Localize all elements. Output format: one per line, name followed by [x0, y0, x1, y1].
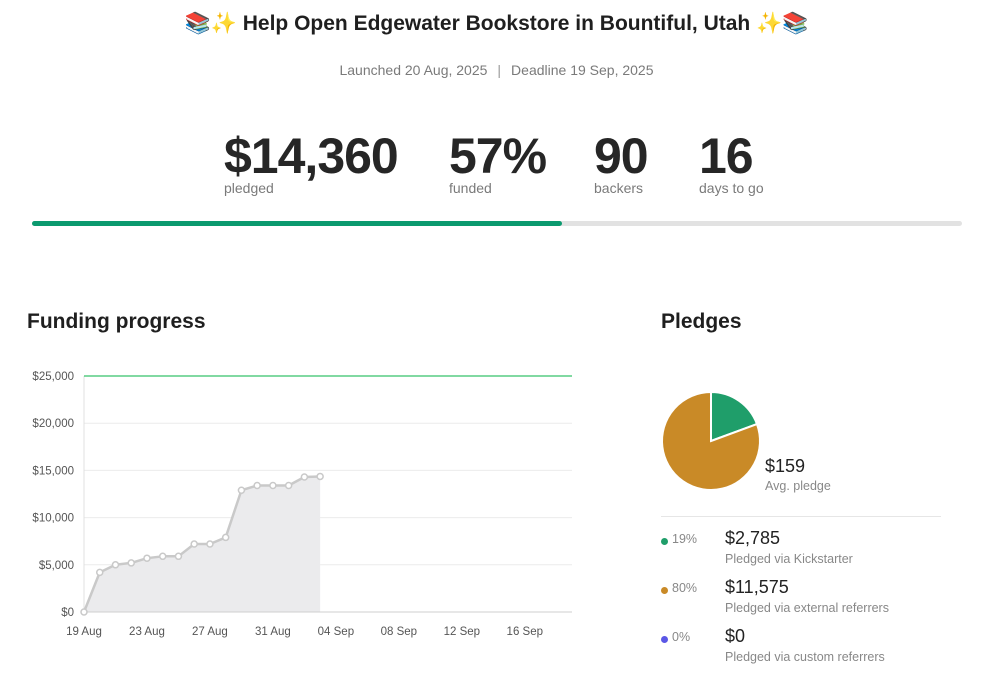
pledge-description: Pledged via custom referrers	[725, 650, 885, 664]
pledge-description: Pledged via Kickstarter	[725, 552, 853, 566]
data-point	[316, 472, 324, 481]
pledges-pie-chart	[661, 390, 761, 491]
x-tick-label: 19 Aug	[66, 626, 102, 638]
stat-backers: 90 backers	[594, 128, 649, 196]
stat-funded-label: funded	[449, 180, 492, 196]
avg-pledge: $159 Avg. pledge	[765, 456, 831, 493]
avg-pledge-value: $159	[765, 456, 806, 476]
funding-progress-bar	[32, 221, 962, 226]
pie-slice	[661, 390, 761, 491]
data-point	[80, 608, 88, 616]
data-point	[284, 481, 293, 490]
deadline-date: Deadline 19 Sep, 2025	[511, 62, 654, 78]
x-tick-label: 12 Sep	[444, 626, 480, 638]
y-tick-label: $15,000	[32, 465, 74, 477]
funding-progress-chart: $0 $5,000 $10,000 $15,000 $20,000 $25,000 19 A…	[32, 371, 572, 638]
avg-pledge-label: Avg. pledge	[765, 479, 831, 493]
data-point	[127, 559, 135, 567]
stat-days-label: days to go	[699, 180, 764, 196]
pledge-percent: 0%	[672, 630, 691, 644]
pledge-row-kickstarter: 19% $2,785 Pledged via Kickstarter	[661, 528, 961, 572]
x-tick-label: 23 Aug	[129, 626, 165, 638]
external-color-dot	[661, 587, 668, 594]
pledge-description: Pledged via external referrers	[725, 601, 889, 615]
data-point	[206, 540, 214, 548]
y-tick-label: $0	[61, 607, 74, 619]
y-tick-label: $5,000	[39, 560, 74, 572]
stat-pledged: $14,360 pledged	[224, 128, 399, 196]
x-tick-label: 04 Sep	[318, 626, 354, 638]
stat-days-value: 16	[699, 128, 754, 184]
pledge-amount: $11,575	[725, 577, 789, 597]
date-separator: |	[497, 62, 502, 78]
data-point	[221, 533, 230, 542]
stat-backers-value: 90	[594, 128, 649, 184]
stat-pledged-label: pledged	[224, 180, 274, 196]
pie-slice	[710, 390, 759, 443]
pledge-amount: $0	[725, 626, 746, 646]
stat-backers-label: backers	[594, 180, 644, 196]
stat-funded-value: 57%	[449, 128, 547, 184]
pledge-amount: $2,785	[725, 528, 781, 548]
y-tick-label: $20,000	[32, 418, 74, 430]
data-point	[190, 540, 198, 548]
data-point	[269, 481, 277, 490]
stat-funded: 57% funded	[449, 128, 547, 196]
stat-pledged-value: $14,360	[224, 128, 399, 184]
data-point	[174, 552, 183, 561]
data-point	[95, 568, 104, 577]
custom-color-dot	[661, 636, 668, 643]
funding-progress-fill	[32, 221, 563, 226]
page-title: 📚✨ Help Open Edgewater Bookstore in Boun…	[184, 12, 809, 35]
data-point	[111, 561, 120, 569]
stat-days-left: 16 days to go	[699, 128, 764, 196]
pledge-percent: 80%	[672, 581, 698, 595]
y-tick-label: $10,000	[32, 513, 74, 525]
launched-date: Launched 20 Aug, 2025	[339, 62, 488, 78]
x-tick-label: 27 Aug	[192, 626, 228, 638]
pledge-row-custom: 0% $0 Pledged via custom referrers	[661, 626, 961, 670]
data-point	[143, 554, 151, 562]
data-point	[158, 552, 167, 561]
x-tick-label: 31 Aug	[255, 626, 291, 638]
funding-progress-title: Funding progress	[27, 310, 206, 333]
pledge-row-external: 80% $11,575 Pledged via external referre…	[661, 577, 961, 621]
data-point	[300, 473, 309, 481]
pledges-divider	[661, 516, 941, 517]
data-point	[237, 486, 246, 494]
x-tick-label: 08 Sep	[381, 626, 417, 638]
pledge-percent: 19%	[672, 532, 698, 546]
kickstarter-color-dot	[661, 538, 668, 545]
y-tick-label: $25,000	[32, 371, 74, 383]
campaign-dates: Launched 20 Aug, 2025 | Deadline 19 Sep, 2…	[0, 62, 993, 78]
x-tick-label: 16 Sep	[507, 626, 543, 638]
funding-line	[82, 475, 321, 613]
data-point	[253, 481, 261, 490]
pledges-title: Pledges	[661, 310, 742, 333]
